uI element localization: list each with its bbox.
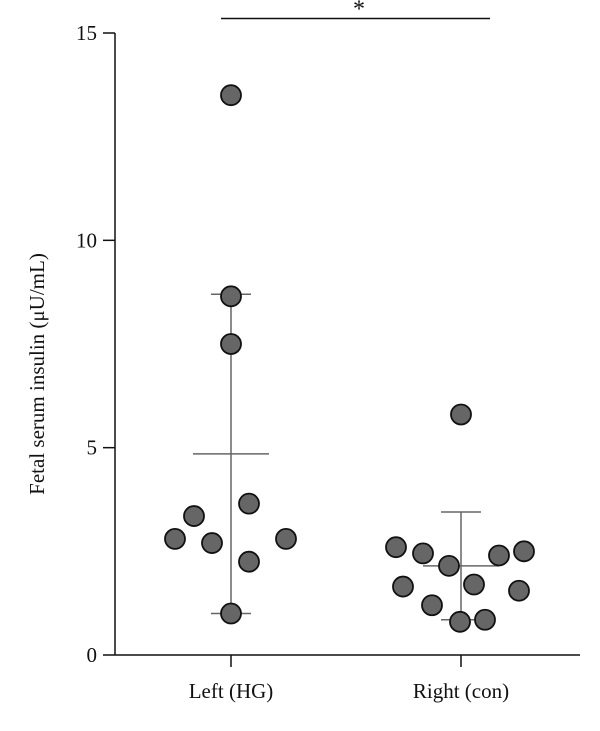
x-tick-label: Left (HG): [189, 679, 274, 703]
y-tick-label: 5: [87, 436, 98, 460]
data-points: [164, 84, 535, 633]
data-point: [421, 594, 443, 617]
significance-label: *: [353, 0, 365, 22]
data-point: [385, 536, 407, 559]
data-point: [508, 579, 530, 602]
data-point: [392, 575, 414, 598]
y-tick-label: 0: [87, 643, 98, 667]
axes: [103, 32, 580, 667]
data-point: [463, 573, 485, 596]
data-point: [220, 84, 242, 107]
data-point: [275, 527, 297, 550]
data-point: [513, 540, 535, 563]
x-tick-label: Right (con): [413, 679, 509, 703]
data-point: [488, 544, 510, 567]
data-point: [201, 532, 223, 554]
labels: 0 5 10 15 Left (HG) Right (con) Fetal serum in…: [25, 0, 509, 703]
data-point: [412, 542, 434, 565]
data-point: [450, 403, 472, 426]
data-point: [238, 550, 260, 573]
data-point: [220, 285, 242, 308]
y-tick-label: 15: [76, 21, 97, 45]
y-tick-label: 10: [76, 228, 97, 252]
data-point: [238, 492, 260, 515]
data-point: [220, 602, 242, 625]
data-point: [438, 554, 460, 577]
data-point: [474, 608, 496, 631]
data-point: [164, 527, 186, 550]
data-point: [449, 610, 471, 633]
y-axis-label: Fetal serum insulin (μU/mL): [25, 253, 49, 495]
data-point: [183, 505, 205, 527]
data-point: [220, 333, 242, 355]
